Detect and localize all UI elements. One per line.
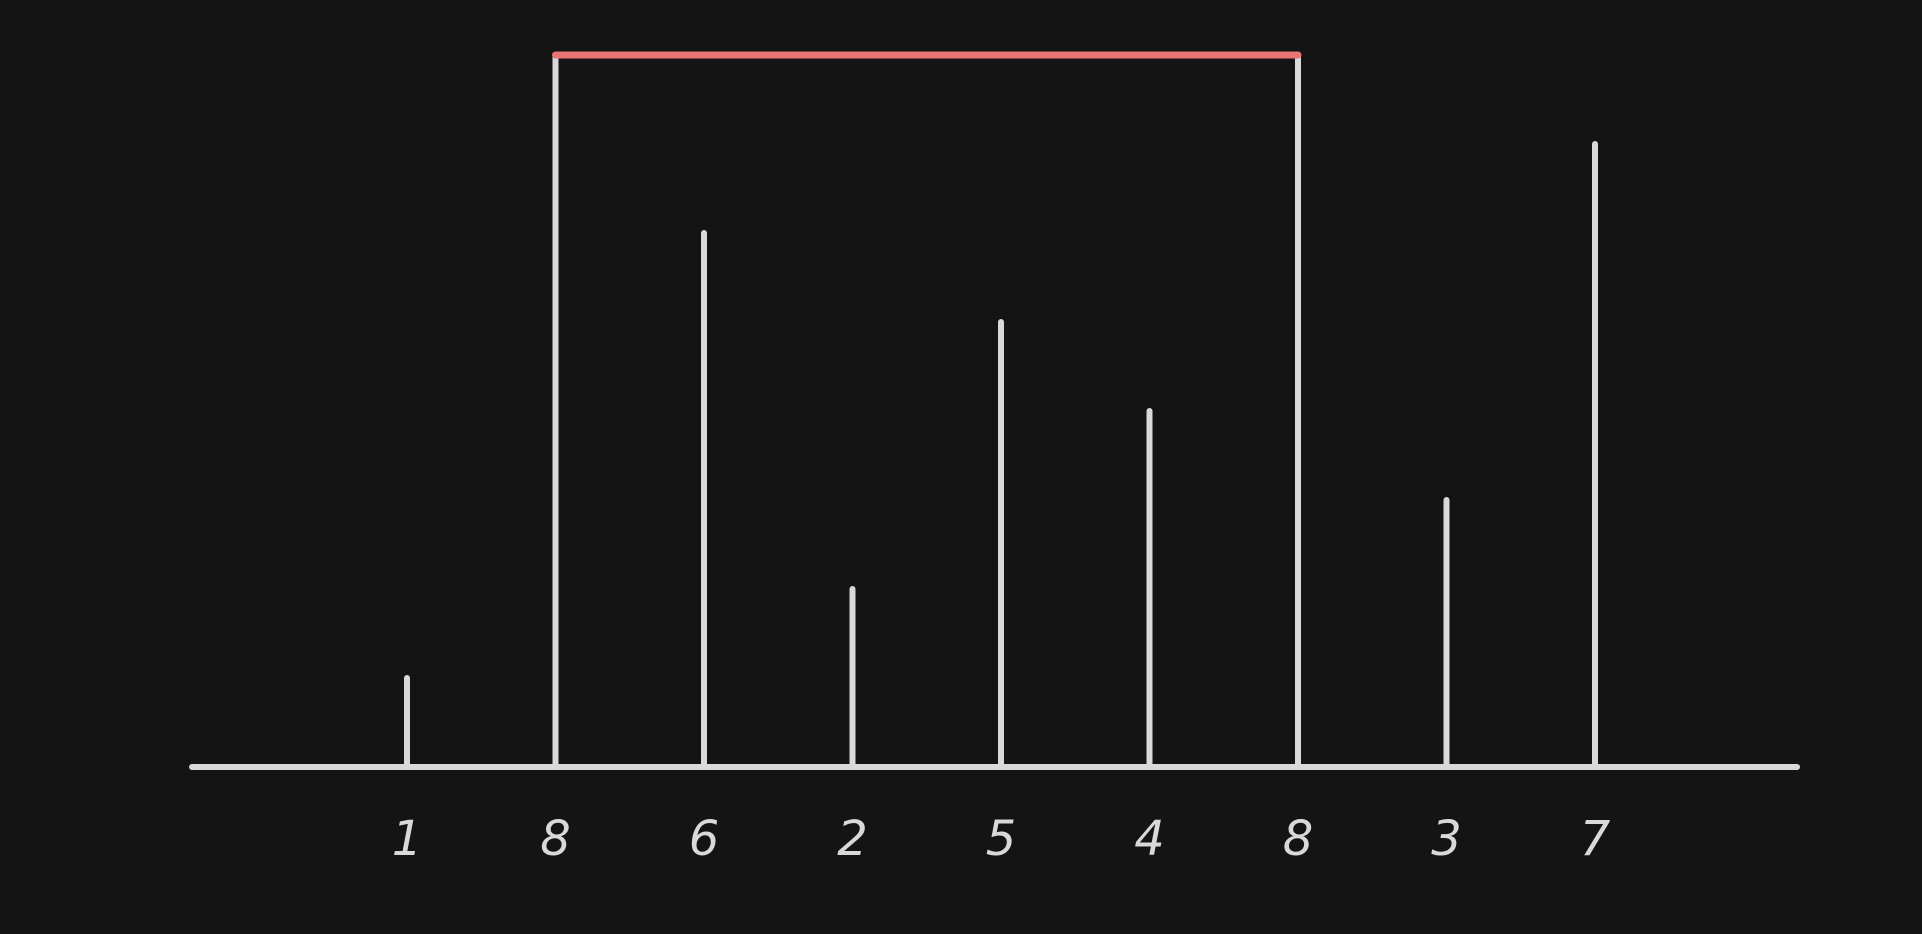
bar-label-6: 4 [1134,811,1165,867]
bar-label-1: 1 [392,811,423,867]
bars-group [404,52,1598,770]
bar-label-9: 7 [1580,811,1611,867]
bar-label-3: 6 [689,811,720,867]
bar-label-2: 8 [540,811,571,867]
bar-label-7: 8 [1283,811,1314,867]
bar-label-4: 2 [837,811,868,867]
bar-label-5: 5 [986,811,1017,867]
labels-group: 1 8 6 2 5 4 8 3 7 [392,811,1611,867]
bar-label-8: 3 [1431,811,1462,867]
